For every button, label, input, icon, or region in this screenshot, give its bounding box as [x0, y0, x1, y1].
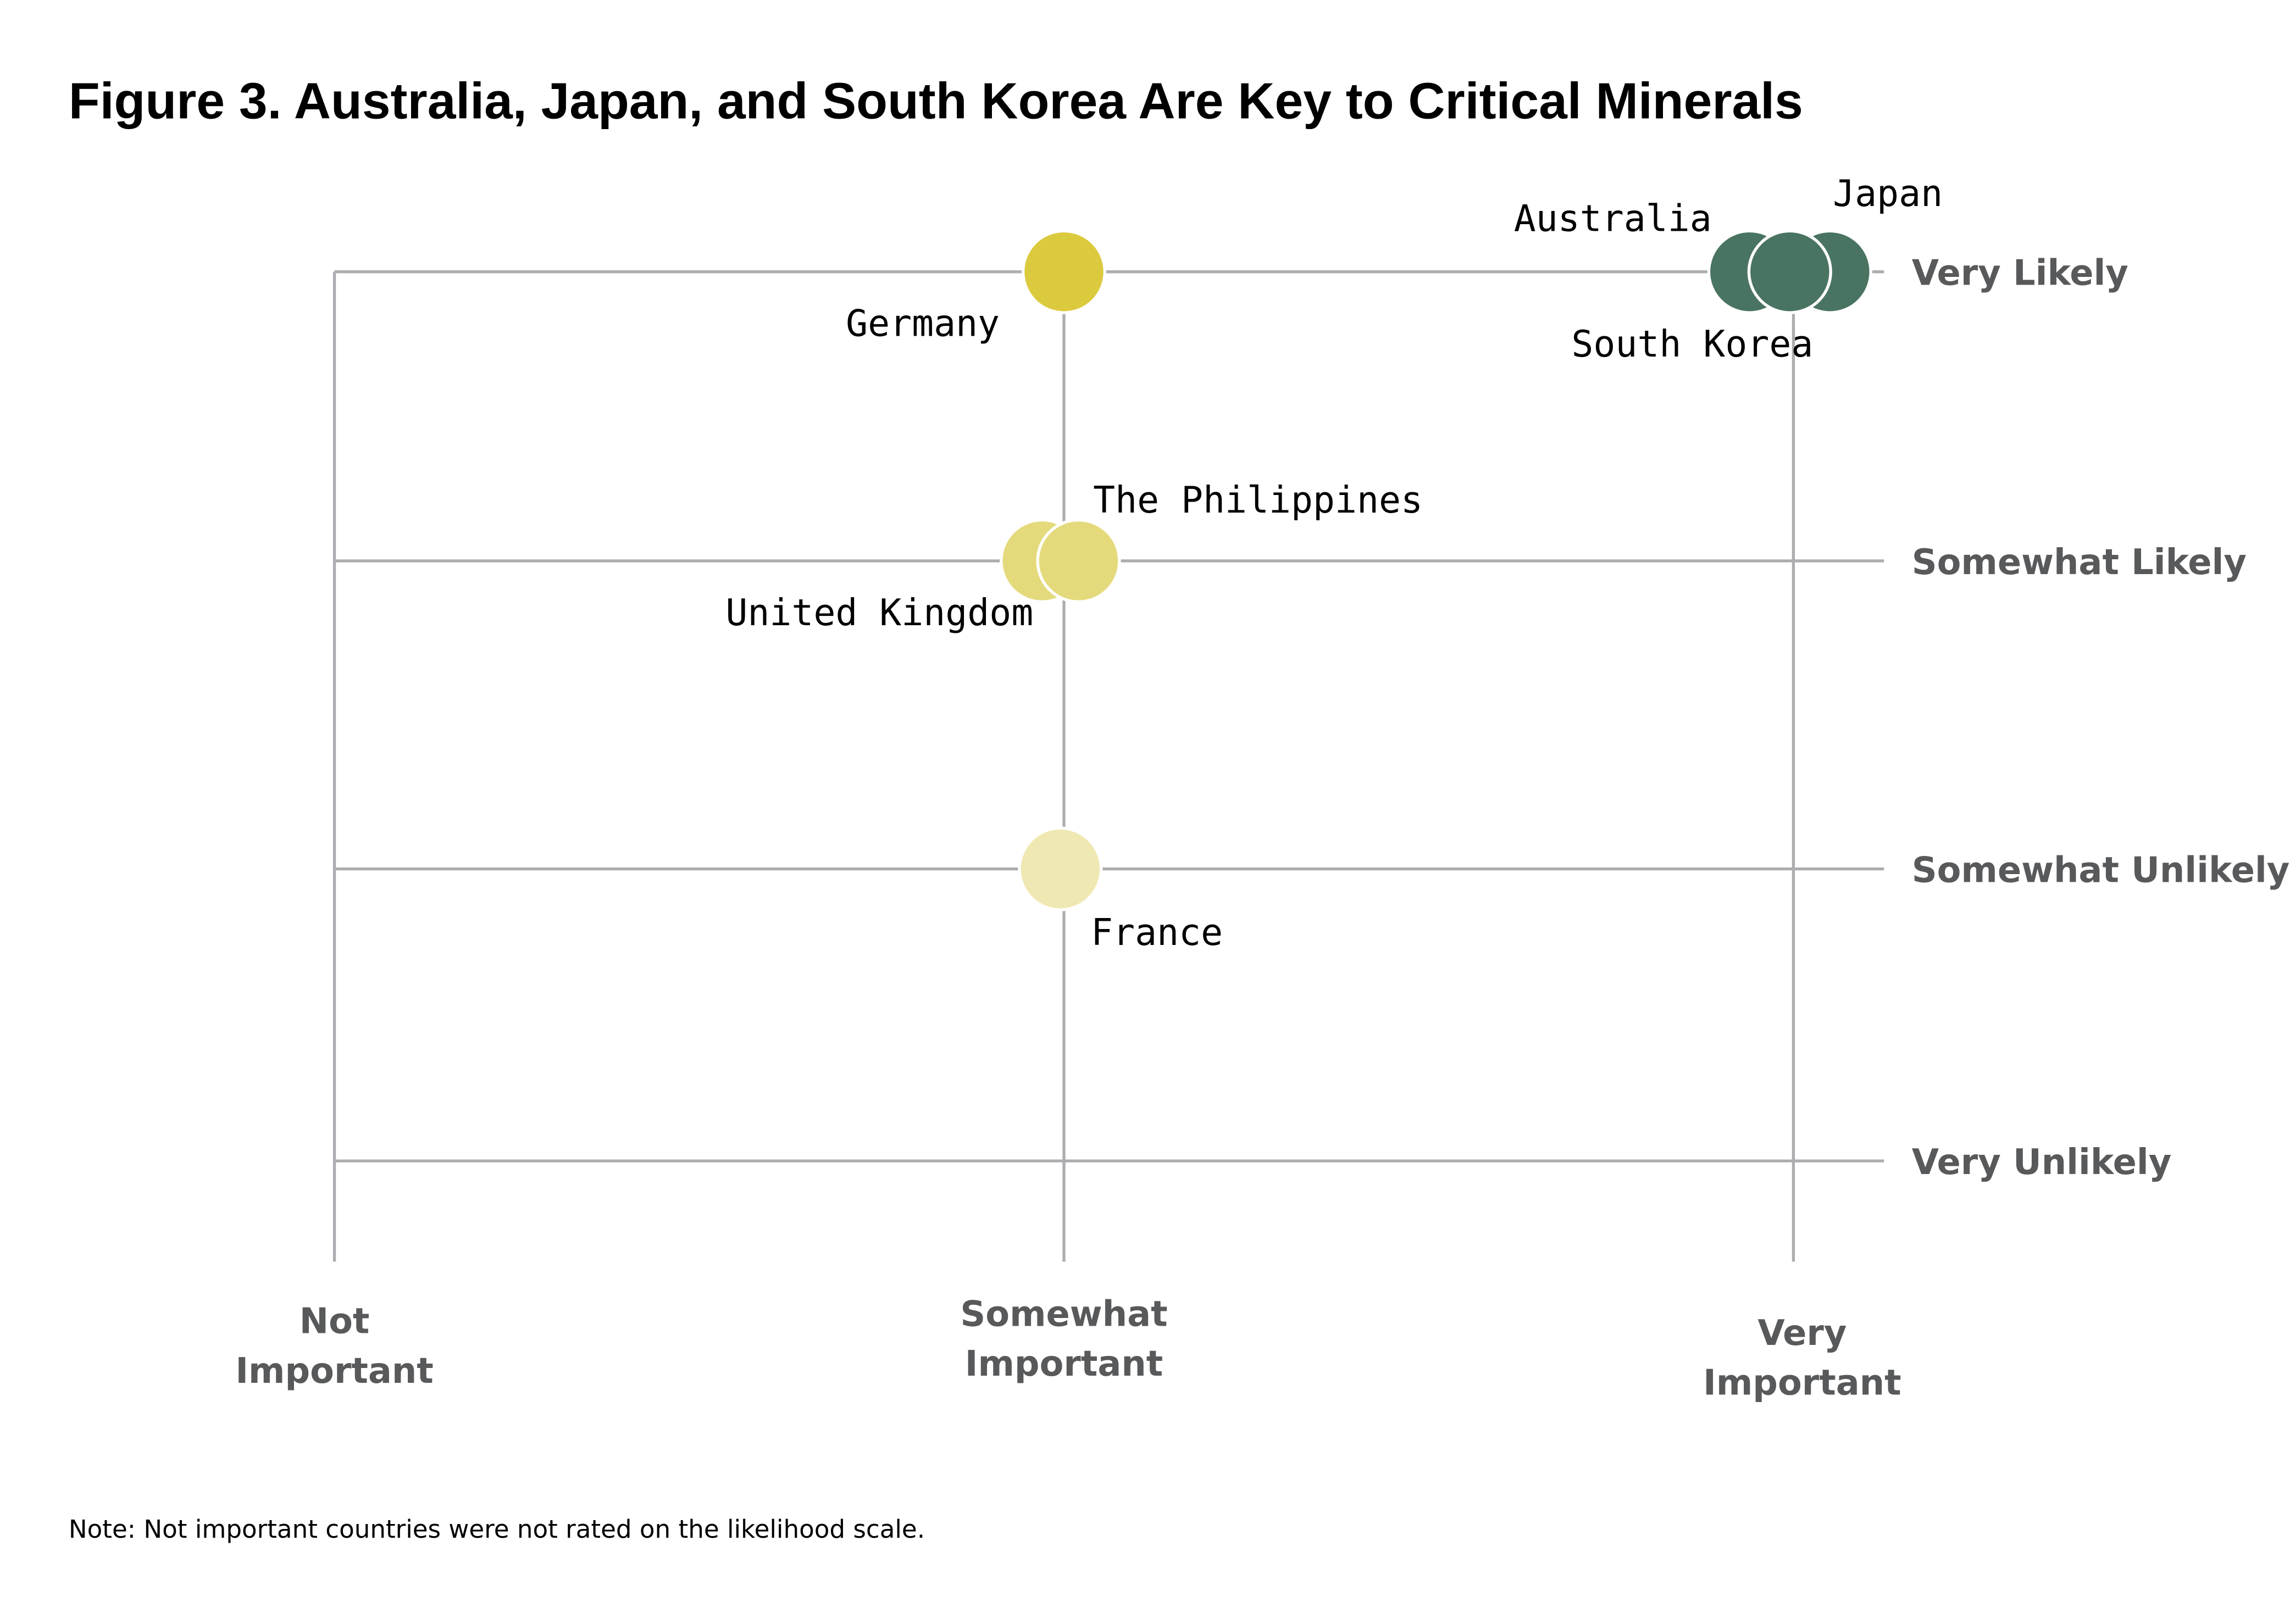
point-label-the-philippines: The Philippines [1093, 479, 1423, 521]
point-the-philippines [1036, 518, 1121, 603]
point-labels: Germany Australia South Korea Japan United K… [725, 172, 1943, 954]
points [1000, 229, 1872, 911]
point-south-korea [1747, 229, 1832, 314]
y-tick-label: Somewhat Unlikely [1912, 850, 2290, 891]
point-label-france: France [1091, 911, 1223, 954]
x-tick-label: Not [300, 1302, 370, 1342]
x-tick-label: Important [965, 1344, 1163, 1384]
x-tick-label: Important [1703, 1362, 1901, 1403]
y-axis-labels: Very Likely Somewhat Likely Somewhat Unlik… [1912, 253, 2290, 1183]
point-label-united-kingdom: United Kingdom [725, 591, 1033, 634]
point-label-japan: Japan [1833, 172, 1943, 215]
chart-title: Figure 3. Australia, Japan, and South Ko… [69, 73, 1803, 130]
x-axis-labels: Not Important Somewhat Important Very Importa… [235, 1294, 1901, 1403]
chart-note: Note: Not important countries were not r… [69, 1515, 925, 1544]
point-label-australia: Australia [1514, 197, 1712, 240]
y-tick-label: Very Likely [1912, 253, 2128, 294]
grid [332, 270, 1884, 1262]
x-tick-label: Somewhat [960, 1294, 1167, 1334]
y-tick-label: Very Unlikely [1912, 1142, 2172, 1183]
point-label-germany: Germany [846, 302, 1000, 345]
x-tick-label: Very [1757, 1313, 1847, 1354]
point-germany [1021, 229, 1107, 314]
point-label-south-korea: South Korea [1571, 322, 1813, 365]
point-france [1018, 826, 1103, 911]
y-tick-label: Somewhat Likely [1912, 542, 2247, 583]
x-tick-label: Important [235, 1351, 433, 1392]
